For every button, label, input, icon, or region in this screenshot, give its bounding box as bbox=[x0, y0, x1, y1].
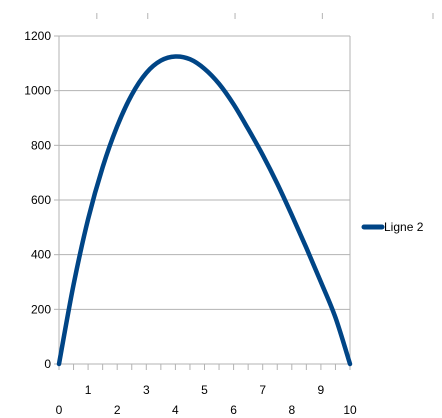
x-tick-label: 5 bbox=[201, 383, 208, 397]
series-line-ligne-2 bbox=[56, 54, 353, 367]
gridlines bbox=[59, 35, 350, 365]
x-tick-label: 6 bbox=[230, 403, 237, 417]
x-tick-label: 7 bbox=[259, 383, 266, 397]
x-tick-label: 10 bbox=[343, 403, 357, 417]
y-tick-label: 1000 bbox=[24, 84, 51, 98]
x-tick-label: 9 bbox=[318, 383, 325, 397]
y-tick-labels: 0 200 400 600 800 1000 1200 bbox=[24, 29, 51, 371]
x-tick-label: 4 bbox=[172, 403, 179, 417]
x-tick-labels: 1 3 5 7 9 0 2 4 6 8 10 bbox=[56, 383, 357, 417]
x-tick-label: 3 bbox=[143, 383, 150, 397]
y-tick-label: 600 bbox=[31, 193, 51, 207]
y-tick-label: 0 bbox=[44, 357, 51, 371]
axes bbox=[54, 35, 351, 370]
y-tick-label: 200 bbox=[31, 302, 51, 316]
y-tick-label: 800 bbox=[31, 138, 51, 152]
x-tick-label: 2 bbox=[114, 403, 121, 417]
y-tick-label: 1200 bbox=[24, 29, 51, 43]
series-group bbox=[56, 54, 353, 367]
x-tick-label: 0 bbox=[56, 403, 63, 417]
top-tick-marks bbox=[96, 13, 434, 19]
legend-label: Ligne 2 bbox=[384, 220, 424, 234]
legend: Ligne 2 bbox=[361, 220, 424, 234]
x-tick-label: 1 bbox=[85, 383, 92, 397]
y-tick-label: 400 bbox=[31, 248, 51, 262]
x-tick-label: 8 bbox=[288, 403, 295, 417]
